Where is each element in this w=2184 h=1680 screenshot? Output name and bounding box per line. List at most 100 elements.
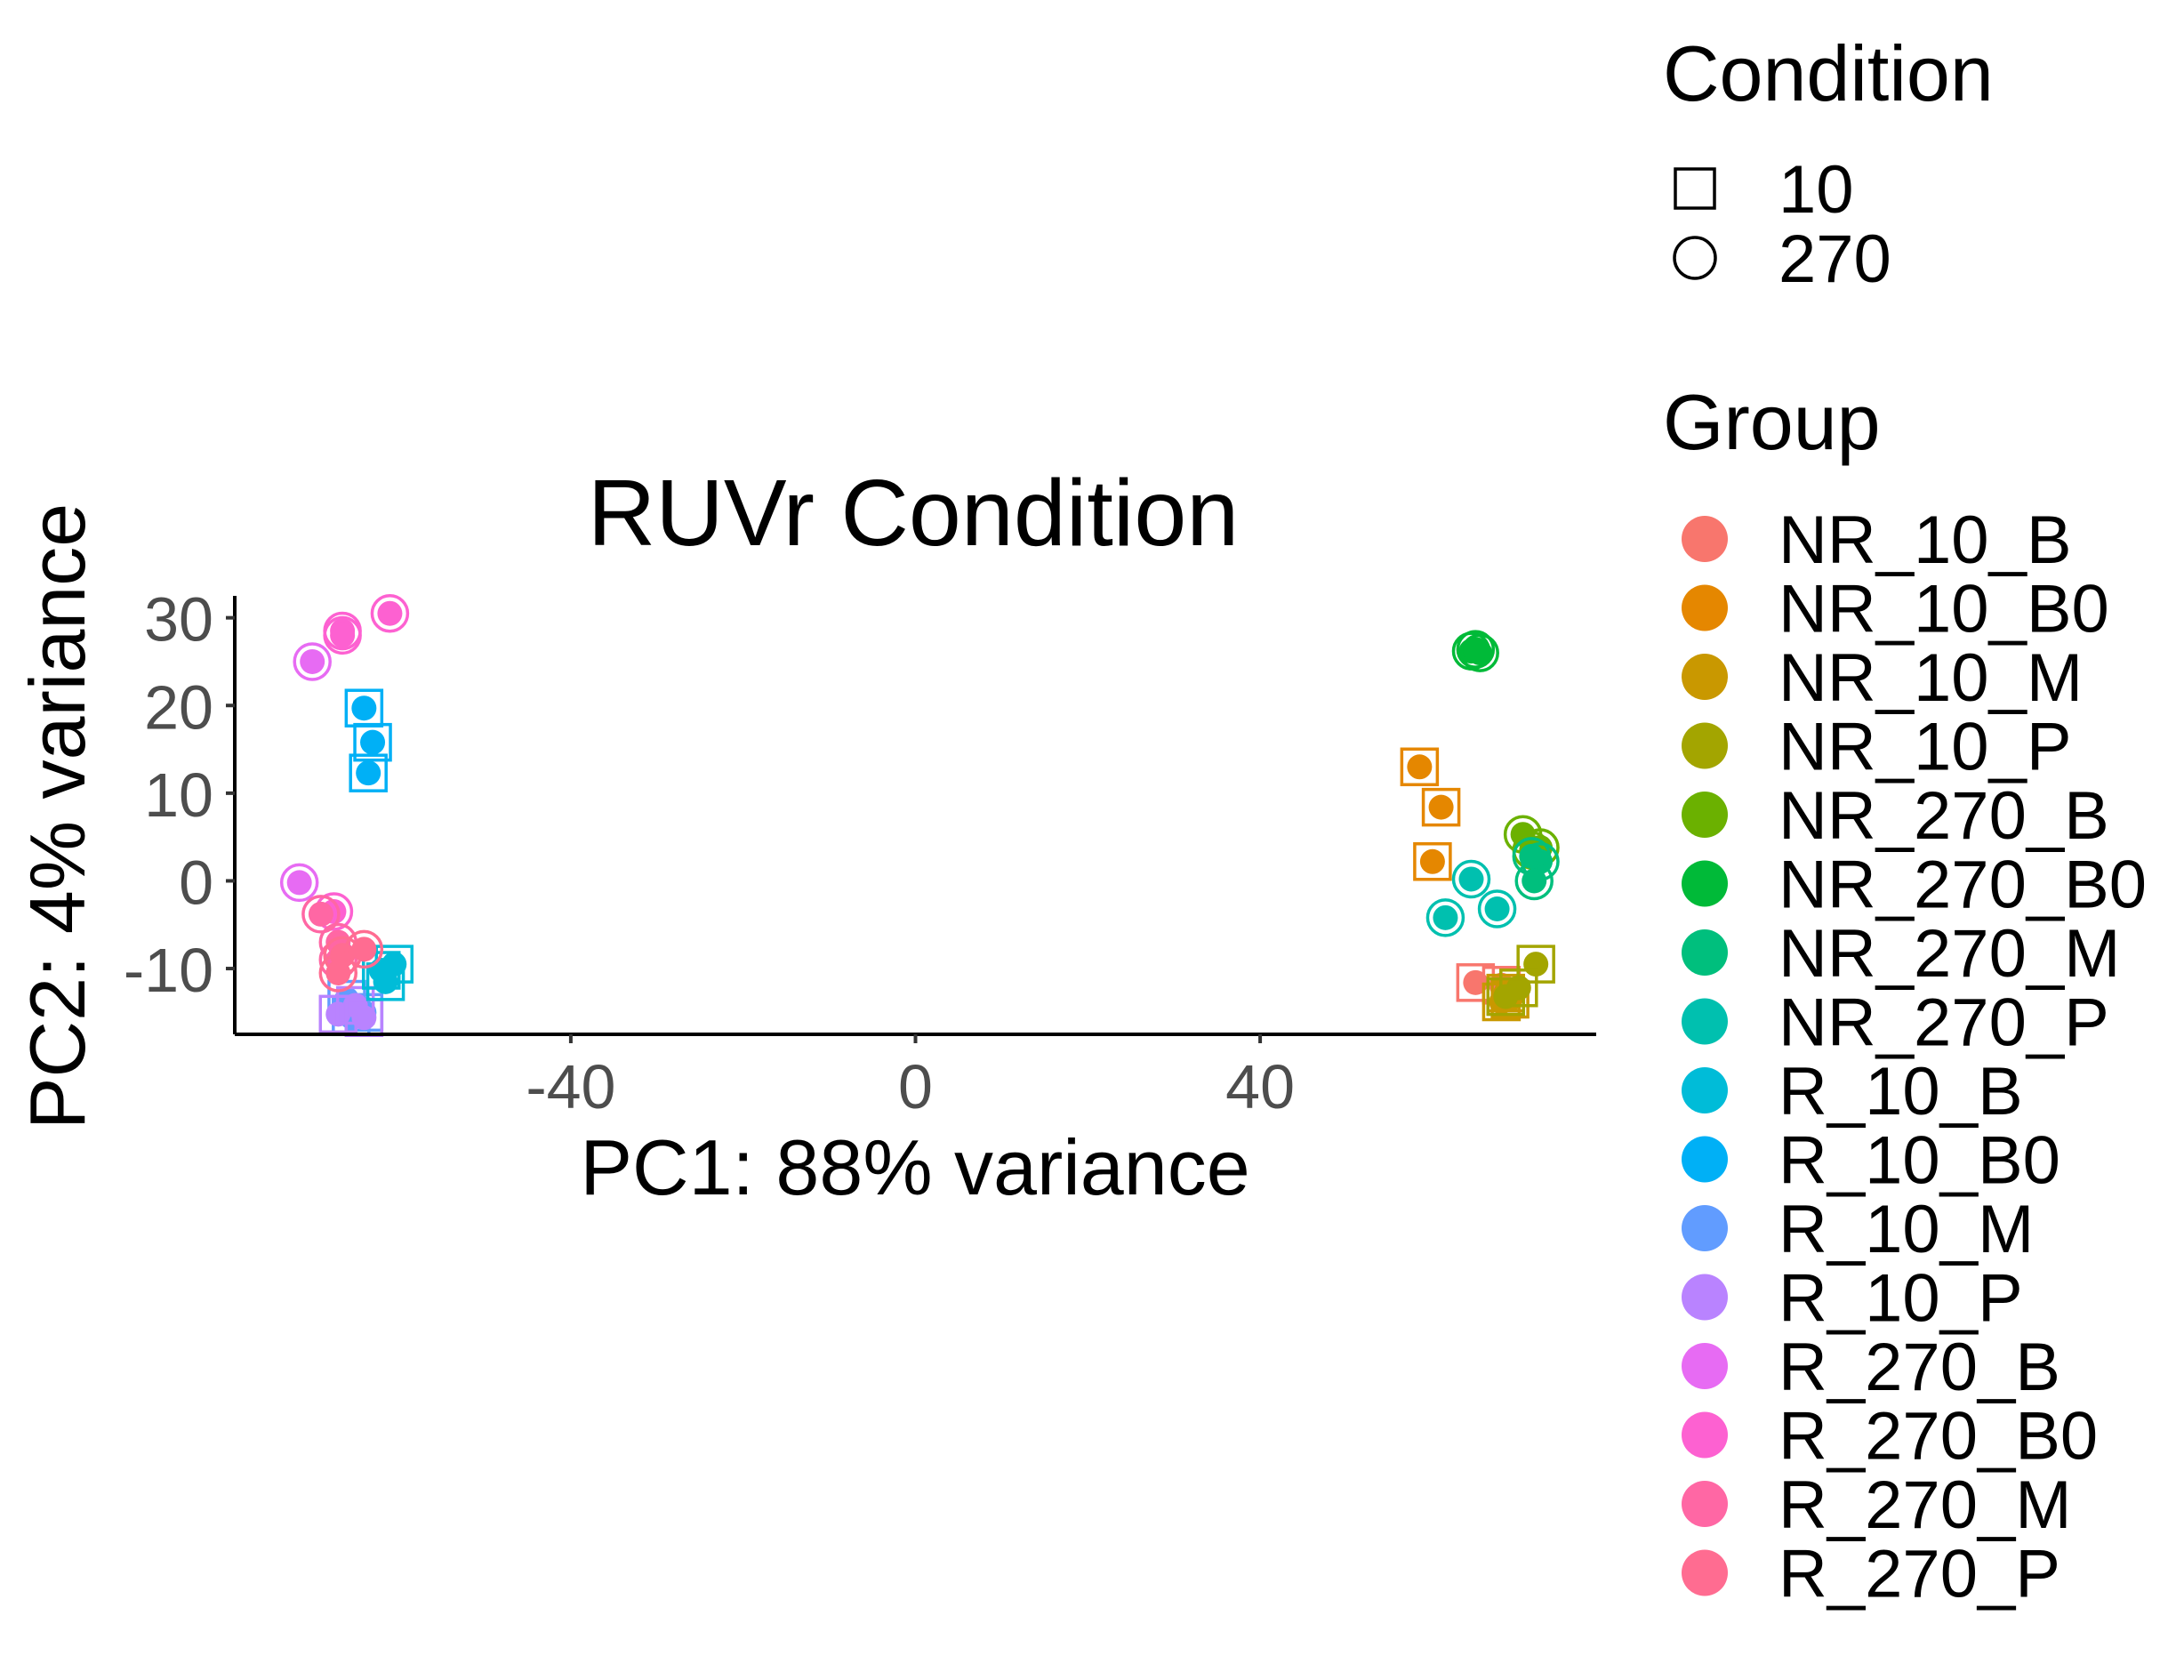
- point-square-marker: [349, 753, 388, 792]
- point-circle-marker: [1477, 889, 1517, 928]
- data-point: [293, 642, 332, 681]
- point-fill: [286, 870, 312, 896]
- group-color-key-icon: [1682, 516, 1728, 562]
- point-fill: [373, 969, 398, 994]
- y-tick-label: 30: [144, 585, 213, 655]
- x-axis-ticks: -40 0 40: [526, 1034, 1295, 1121]
- group-legend-label: NR_10_P: [1779, 710, 2072, 785]
- point-fill: [1407, 754, 1433, 780]
- condition-legend-label: 270: [1779, 221, 1891, 297]
- group-legend-label: NR_270_P: [1779, 985, 2109, 1061]
- data-point: [1400, 747, 1440, 787]
- group-legend-label: R_270_P: [1779, 1537, 2060, 1612]
- group-legend-label: NR_10_B: [1779, 502, 2072, 578]
- point-fill: [1458, 866, 1484, 892]
- condition-legend-item: 10: [1674, 152, 1854, 228]
- group-legend-label: NR_10_B0: [1779, 572, 2109, 647]
- y-tick-label: 10: [144, 760, 213, 830]
- group-color-key-icon: [1682, 584, 1728, 631]
- point-fill: [308, 901, 333, 927]
- group-legend: NR_10_BNR_10_B0NR_10_MNR_10_PNR_270_BNR_…: [1682, 502, 2147, 1612]
- group-color-key-icon: [1682, 1549, 1728, 1596]
- point-fill: [360, 729, 386, 755]
- point-fill: [1463, 969, 1489, 995]
- group-color-key-icon: [1682, 1481, 1728, 1527]
- group-legend-label: NR_270_B0: [1779, 848, 2147, 923]
- data-point: [279, 863, 319, 903]
- point-fill: [1419, 848, 1445, 874]
- data-point: [1486, 977, 1526, 1017]
- data-point: [353, 722, 392, 762]
- point-fill: [351, 1005, 377, 1031]
- point-circle-marker: [279, 863, 319, 903]
- point-circle-marker: [370, 593, 410, 633]
- point-square-marker: [1486, 977, 1526, 1017]
- condition-legend-title: Condition: [1663, 29, 1994, 117]
- point-fill: [1433, 904, 1458, 930]
- group-color-key-icon: [1682, 860, 1728, 907]
- group-legend-label: R_270_B0: [1779, 1399, 2098, 1475]
- group-color-key-icon: [1682, 1067, 1728, 1113]
- point-circle-marker: [1451, 859, 1491, 899]
- point-fill: [325, 960, 351, 985]
- data-point: [1477, 889, 1517, 928]
- circle-key-icon: [1673, 236, 1717, 280]
- group-legend-label: R_270_B: [1779, 1330, 2060, 1405]
- condition-legend-label: 10: [1779, 152, 1854, 228]
- data-point: [344, 929, 384, 969]
- point-square-marker: [365, 962, 405, 1001]
- group-legend-item: NR_10_P: [1682, 710, 2072, 785]
- point-fill: [1493, 984, 1519, 1009]
- chart-title: RUVr Condition: [588, 461, 1239, 566]
- point-fill: [377, 600, 403, 626]
- point-square-marker: [1400, 747, 1440, 787]
- group-legend-title: Group: [1663, 378, 1881, 466]
- condition-legend-item: 270: [1673, 221, 1891, 297]
- group-legend-label: NR_270_M: [1779, 916, 2120, 992]
- y-tick-label: 20: [144, 672, 213, 742]
- group-color-key-icon: [1682, 998, 1728, 1045]
- group-legend-label: NR_270_B: [1779, 778, 2109, 854]
- group-legend-item: NR_270_P: [1682, 985, 2109, 1061]
- data-point: [318, 953, 358, 993]
- point-fill: [330, 623, 356, 648]
- point-fill: [300, 648, 325, 674]
- group-color-key-icon: [1682, 929, 1728, 976]
- group-legend-item: NR_10_B: [1682, 502, 2072, 578]
- group-legend-item: R_270_B: [1682, 1330, 2060, 1405]
- data-point: [323, 615, 362, 655]
- point-circle-marker: [1456, 630, 1496, 669]
- group-color-key-icon: [1682, 722, 1728, 769]
- group-color-key-icon: [1682, 654, 1728, 700]
- point-square-marker: [1413, 842, 1452, 881]
- data-point: [1413, 842, 1452, 881]
- x-tick-label: -40: [526, 1052, 615, 1121]
- group-legend-label: R_10_B: [1779, 1054, 2023, 1129]
- group-legend-item: NR_270_B: [1682, 778, 2109, 854]
- point-fill: [1428, 794, 1454, 820]
- point-circle-marker: [1514, 861, 1554, 901]
- data-points: [279, 593, 1560, 1038]
- point-circle-marker: [1425, 898, 1465, 937]
- point-circle-marker: [323, 615, 362, 655]
- point-fill: [1522, 868, 1547, 894]
- point-fill: [1463, 637, 1489, 663]
- group-legend-label: R_270_M: [1779, 1467, 2072, 1543]
- point-circle-marker: [1460, 633, 1499, 672]
- group-legend-item: R_10_B: [1682, 1054, 2023, 1129]
- data-point: [365, 962, 405, 1001]
- data-point: [349, 753, 388, 792]
- data-point: [1451, 859, 1491, 899]
- point-fill: [351, 936, 377, 962]
- group-legend-item: R_10_B0: [1682, 1123, 2060, 1199]
- y-axis-ticks: 30 20 10 0 -10: [124, 585, 235, 1005]
- data-point: [344, 688, 384, 727]
- point-circle-marker: [293, 642, 332, 681]
- data-point: [301, 895, 341, 934]
- data-point: [1425, 898, 1465, 937]
- group-legend-label: R_10_P: [1779, 1261, 2023, 1337]
- group-legend-item: NR_270_B0: [1682, 848, 2147, 923]
- data-point: [1514, 861, 1554, 901]
